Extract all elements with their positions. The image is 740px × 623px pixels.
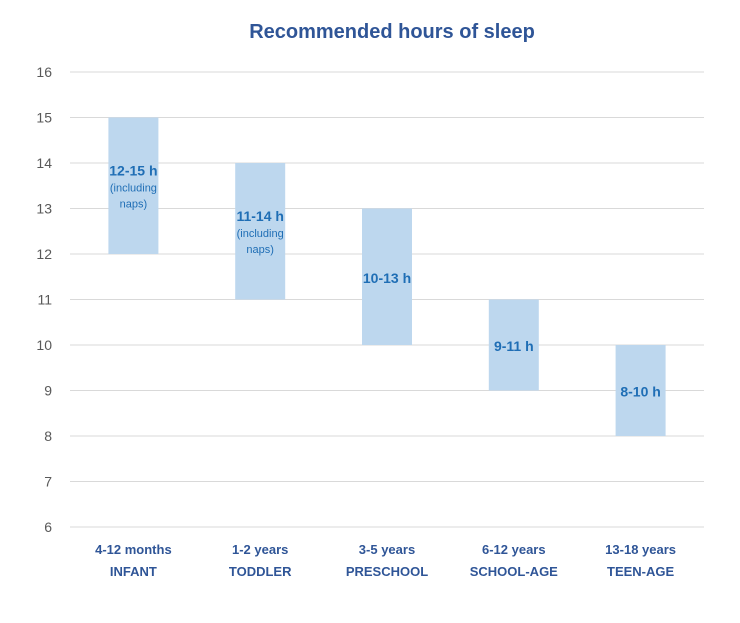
x-category-label: 13-18 years [605, 542, 676, 557]
y-tick-label: 10 [36, 337, 52, 353]
x-category-sublabel: TODDLER [229, 564, 292, 579]
range-bar [362, 208, 412, 345]
y-tick-label: 9 [44, 383, 52, 399]
y-tick-label: 14 [36, 155, 52, 171]
bar-data-label: 12-15 h [109, 163, 157, 179]
y-tick-label: 16 [36, 64, 52, 80]
range-bar [108, 117, 159, 254]
x-category-sublabel: SCHOOL-AGE [470, 564, 558, 579]
chart-title: Recommended hours of sleep [249, 21, 535, 43]
bar-note-label: naps) [246, 244, 274, 256]
bar-data-label: 11-14 h [236, 208, 283, 224]
y-tick-label: 13 [36, 201, 52, 217]
bar-note-label: (including [237, 228, 284, 240]
range-bar [488, 299, 539, 391]
y-tick-label: 15 [36, 110, 52, 126]
bar-note-label: (including [110, 183, 157, 195]
x-category-label: 6-12 years [482, 542, 546, 557]
y-tick-label: 12 [36, 246, 52, 262]
range-bar [615, 345, 666, 436]
y-tick-label: 7 [44, 474, 52, 490]
y-tick-label: 8 [44, 428, 52, 444]
y-tick-label: 6 [44, 519, 52, 535]
x-category-sublabel: PRESCHOOL [346, 564, 428, 579]
bar-data-label: 9-11 h [494, 338, 534, 354]
x-category-sublabel: TEEN-AGE [607, 564, 675, 579]
x-category-label: 4-12 months [95, 542, 172, 557]
bar-note-label: naps) [120, 199, 148, 211]
x-category-label: 1-2 years [232, 542, 288, 557]
y-tick-label: 11 [37, 292, 52, 308]
bar-data-label: 8-10 h [620, 384, 660, 400]
x-category-label: 3-5 years [359, 542, 415, 557]
bar-data-label: 10-13 h [363, 270, 411, 286]
range-bar [235, 163, 286, 300]
x-category-sublabel: INFANT [110, 564, 157, 579]
